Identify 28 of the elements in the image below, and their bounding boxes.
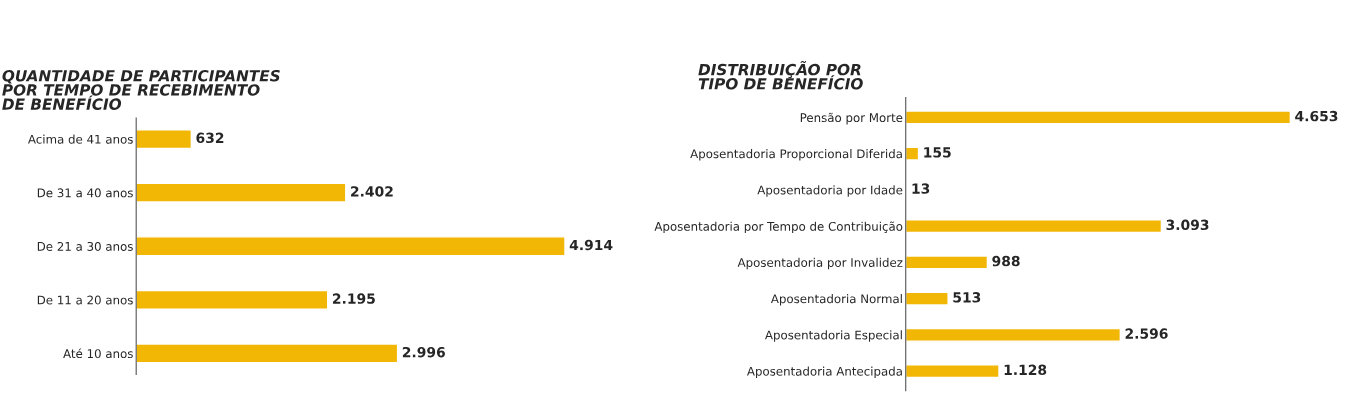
data-label: 1.128 [1004, 364, 1047, 376]
data-label: 513 [953, 292, 981, 303]
data-label: 3.093 [1166, 219, 1209, 231]
y-tick-label: Aposentadoria por Invalidez [737, 257, 903, 270]
y-tick-label: Aposentadoria Normal [770, 294, 902, 306]
y-tick-label: Aposentadoria por Tempo de Contribuição [654, 221, 903, 234]
text: DISTRIBUIÇÃO POR TIPO DE BENEFÍCIO [698, 60, 863, 90]
data-label: 988 [992, 255, 1020, 267]
y-tick-label: Até 10 anos [63, 348, 133, 359]
y-tick-label: Aposentadoria Proporcional Diferida [690, 149, 902, 161]
data-label: 4.914 [569, 239, 613, 251]
data-label: 155 [924, 147, 951, 158]
y-tick-label: De 11 a 20 anos [37, 295, 133, 305]
y-tick-label: Acima de 41 anos [28, 134, 133, 144]
y-tick-label: Pensão por Morte [800, 112, 903, 125]
y-tick-label: Aposentadoria Especial [765, 330, 902, 342]
y-tick-label: De 31 a 40 anos [37, 188, 133, 198]
chart-title: QUANTIDADE DE PARTICIPANTES POR TEMPO DE RECEBIMENTO DE BENEFÍCIO [2, 69, 280, 110]
y-tick-label: De 21 a 30 anos [37, 241, 133, 251]
data-label: 2.402 [351, 186, 393, 197]
data-label: 632 [196, 132, 224, 144]
y-tick-label: Aposentadoria Antecipada [746, 366, 902, 378]
data-label: 2.996 [402, 346, 445, 358]
data-label: 4.653 [1295, 110, 1338, 122]
data-label: 13 [912, 183, 930, 194]
y-tick-label: Aposentadoria por Idade [757, 185, 903, 197]
data-label: 2.195 [332, 293, 375, 304]
data-label: 2.596 [1125, 328, 1168, 339]
